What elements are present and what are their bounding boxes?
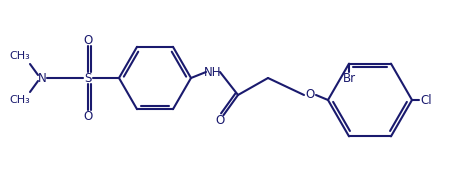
Text: NH: NH	[204, 65, 222, 79]
Text: CH₃: CH₃	[9, 51, 30, 61]
Text: O: O	[83, 109, 92, 122]
Text: N: N	[37, 71, 46, 84]
Text: O: O	[83, 33, 92, 46]
Text: Br: Br	[342, 72, 356, 85]
Text: CH₃: CH₃	[9, 95, 30, 105]
Text: O: O	[215, 113, 225, 127]
Text: Cl: Cl	[420, 94, 432, 107]
Text: O: O	[305, 89, 315, 102]
Text: S: S	[84, 71, 91, 84]
